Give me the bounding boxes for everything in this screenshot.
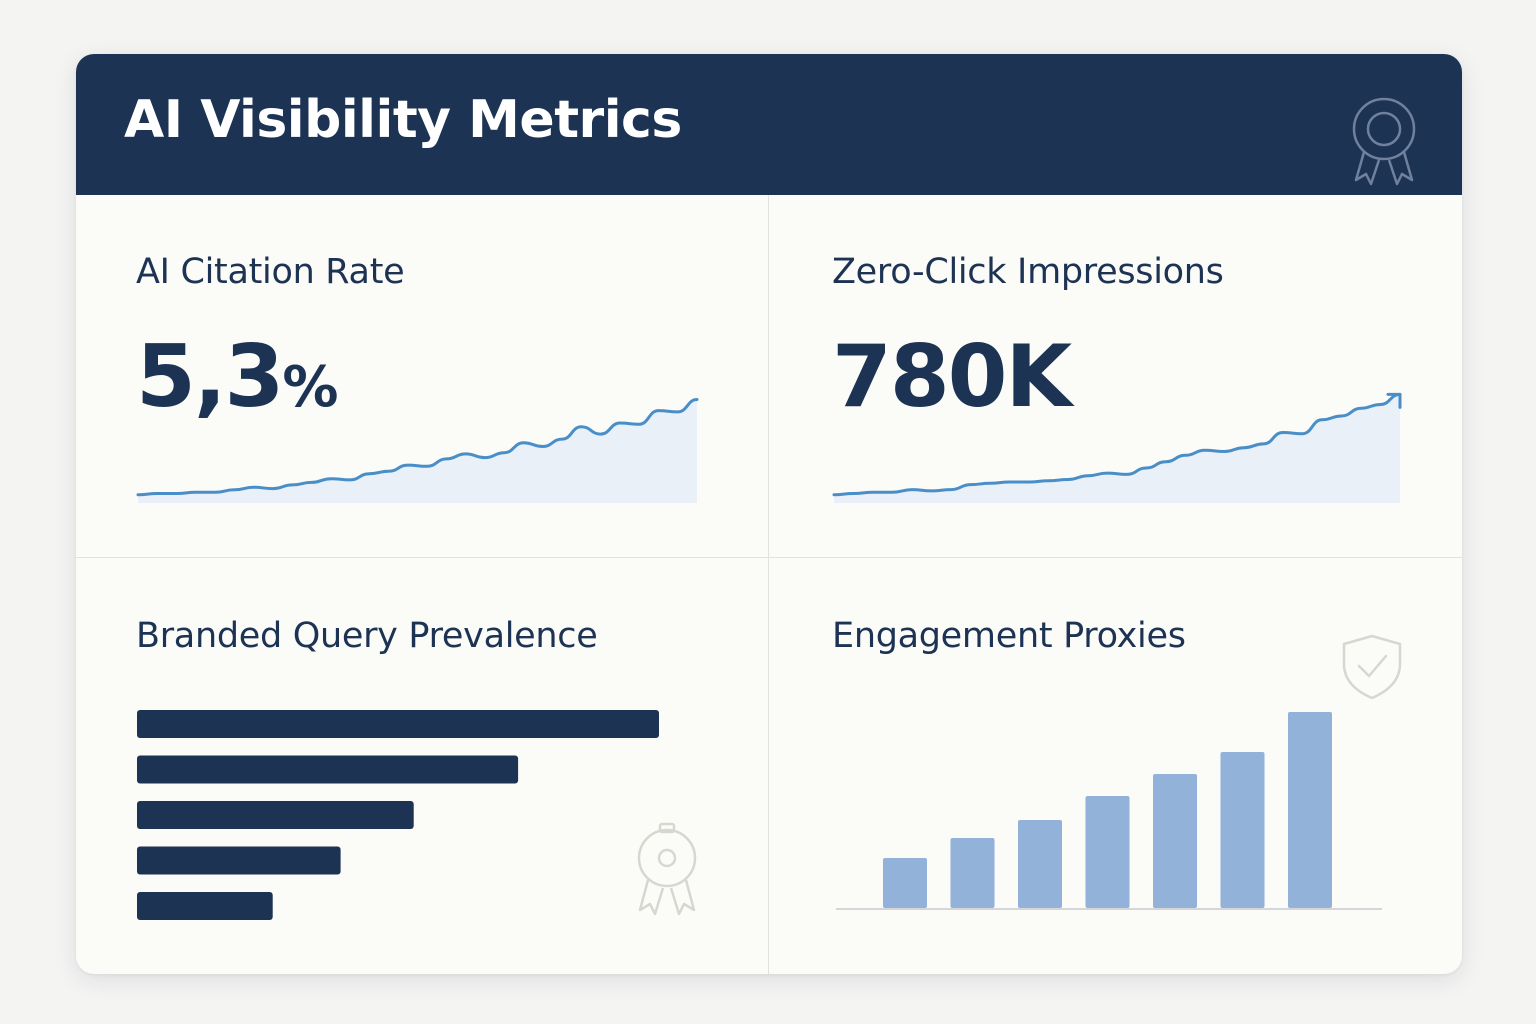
panel-divider-horizontal: [76, 557, 1462, 558]
branded-query-bar: [137, 755, 519, 784]
card-header: AI Visibility Metrics: [76, 54, 1462, 195]
shield-check-icon: [1342, 634, 1402, 700]
engagement-bar: [883, 858, 927, 908]
zero-click-area: [834, 394, 1400, 503]
engagement-bar: [1018, 820, 1062, 908]
citation-rate-chart: [136, 398, 699, 503]
engagement-bar: [1288, 712, 1332, 908]
citation-rate-area: [138, 399, 697, 503]
zero-click-title: Zero-Click Impressions: [832, 252, 1224, 292]
citation-rate-title: AI Citation Rate: [136, 252, 405, 292]
zero-click-line: [832, 392, 1402, 497]
engagement-title: Engagement Proxies: [832, 616, 1186, 656]
citation-rate-line: [136, 398, 699, 497]
citation-rate-number: 5,3: [136, 327, 284, 427]
zero-click-value: 780K: [832, 327, 1072, 427]
engagement-bar: [1085, 796, 1130, 908]
engagement-bar: [950, 838, 995, 908]
zero-click-chart: [832, 392, 1402, 503]
branded-query-title: Branded Query Prevalence: [136, 616, 598, 656]
branded-query-bar: [137, 801, 414, 829]
branded-query-bar: [137, 846, 341, 875]
award-ribbon-icon: [1352, 97, 1416, 186]
engagement-bar: [1220, 752, 1265, 908]
arrow-up-right-icon: [1386, 392, 1402, 409]
branded-query-bar: [137, 892, 273, 920]
engagement-chart: [836, 712, 1382, 910]
metrics-card: AI Visibility Metrics AI Citation Rate 5…: [76, 54, 1462, 974]
panel-divider-vertical: [768, 195, 769, 974]
citation-rate-value: 5,3%: [136, 334, 338, 420]
citation-rate-unit: %: [282, 355, 339, 420]
award-medal-icon: [637, 822, 697, 916]
engagement-bar: [1153, 774, 1197, 908]
page-title: AI Visibility Metrics: [124, 90, 682, 150]
branded-query-chart: [137, 710, 659, 920]
branded-query-bar: [137, 710, 659, 738]
